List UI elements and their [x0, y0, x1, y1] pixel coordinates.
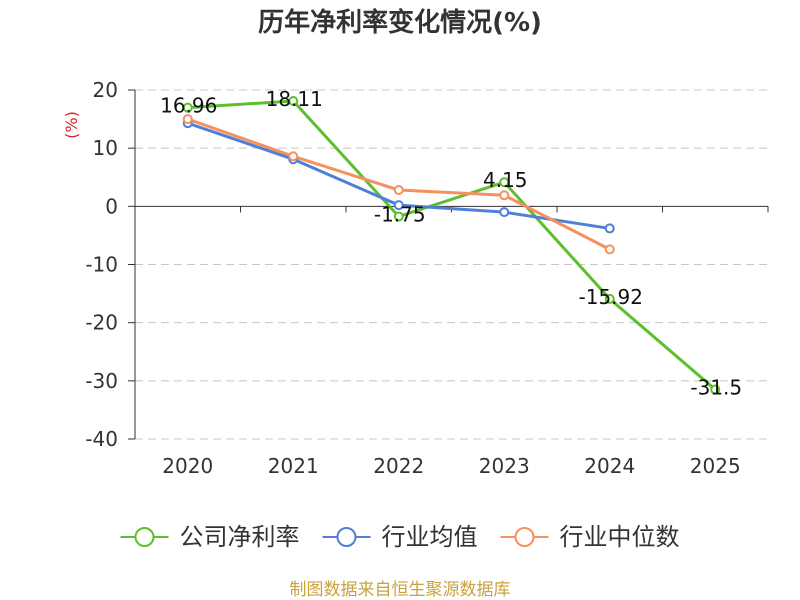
x-tick-label-2022: 2022: [373, 454, 424, 478]
x-tick-label-2021: 2021: [268, 454, 319, 478]
legend-label: 行业均值: [382, 523, 478, 551]
data-point-0-2021[interactable]: [288, 95, 299, 106]
chart-title: 历年净利率变化情况(%): [258, 7, 542, 38]
data-point-1-2024[interactable]: [604, 223, 615, 234]
series-line-0: [187, 99, 717, 391]
data-point-2-2021[interactable]: [288, 151, 299, 162]
y-tick-label: -10: [85, 253, 118, 277]
data-labels: 16.96 18.11 -1.75 4.15 -15.92 -31.5: [160, 87, 742, 400]
data-point-1-2022[interactable]: [393, 200, 404, 211]
y-axis-unit-label: (%): [62, 111, 81, 139]
data-point-2-2020[interactable]: [182, 114, 193, 125]
legend-circle-icon: [336, 527, 357, 547]
data-label-2022: -1.75: [374, 203, 426, 227]
data-label-2023: 4.15: [483, 168, 528, 192]
data-point-2-2024[interactable]: [604, 244, 615, 255]
data-point-0-2020[interactable]: [182, 102, 193, 113]
data-point-0-2023[interactable]: [499, 177, 510, 188]
grid-lines: [135, 89, 768, 440]
data-label-2020: 16.96: [160, 94, 217, 118]
x-tick-label-2024: 2024: [584, 454, 635, 478]
legend: 公司净利率 行业均值 行业中位数: [120, 523, 680, 551]
legend-label: 公司净利率: [180, 523, 300, 551]
series-lines: [182, 95, 721, 395]
y-tick-label: 10: [93, 136, 118, 160]
legend-circle-icon: [134, 527, 155, 547]
data-label-2024: -15.92: [579, 285, 643, 309]
data-point-2-2022[interactable]: [393, 185, 404, 196]
legend-item-0[interactable]: 公司净利率: [120, 523, 300, 551]
legend-item-1[interactable]: 行业均值: [322, 523, 478, 551]
legend-circle-icon: [514, 527, 535, 547]
y-tick-label: 20: [93, 78, 118, 102]
data-point-0-2025[interactable]: [710, 384, 721, 395]
data-point-0-2022[interactable]: [393, 211, 404, 222]
legend-label: 行业中位数: [560, 523, 680, 551]
data-point-2-2023[interactable]: [499, 190, 510, 201]
x-tick-label-2025: 2025: [690, 454, 741, 478]
y-axis: 20 10 0 -10 -20 -30 -40: [85, 78, 136, 451]
data-label-2025: -31.5: [690, 376, 742, 400]
source-footer: 制图数据来自恒生聚源数据库: [290, 580, 511, 600]
legend-item-2[interactable]: 行业中位数: [500, 523, 680, 551]
y-tick-label: -40: [85, 427, 118, 451]
x-tick-label-2023: 2023: [479, 454, 530, 478]
y-tick-label: -30: [85, 369, 118, 393]
data-point-1-2023[interactable]: [499, 207, 510, 218]
data-label-2021: 18.11: [266, 87, 323, 111]
x-tick-label-2020: 2020: [162, 454, 213, 478]
x-axis: 2020 2021 2022 2023 2024 2025: [134, 205, 769, 478]
y-tick-label: 0: [105, 194, 118, 218]
y-tick-label: -20: [85, 311, 118, 335]
data-point-0-2024[interactable]: [604, 293, 615, 304]
